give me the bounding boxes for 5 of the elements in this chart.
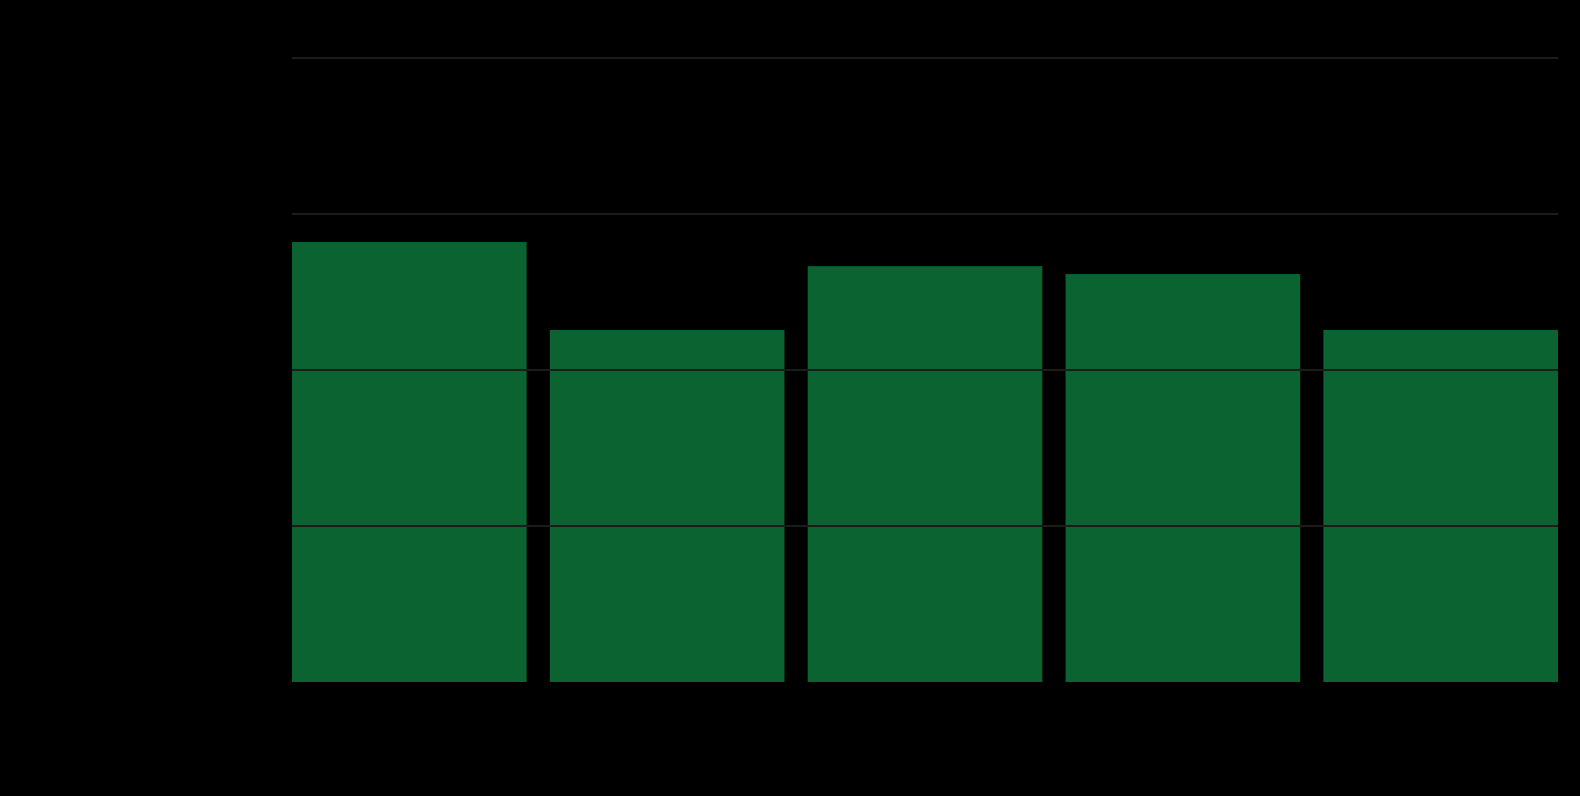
bar [807,266,1043,682]
bar [292,241,527,682]
bar [549,329,785,682]
bar [1323,329,1558,682]
bar [1065,274,1301,682]
